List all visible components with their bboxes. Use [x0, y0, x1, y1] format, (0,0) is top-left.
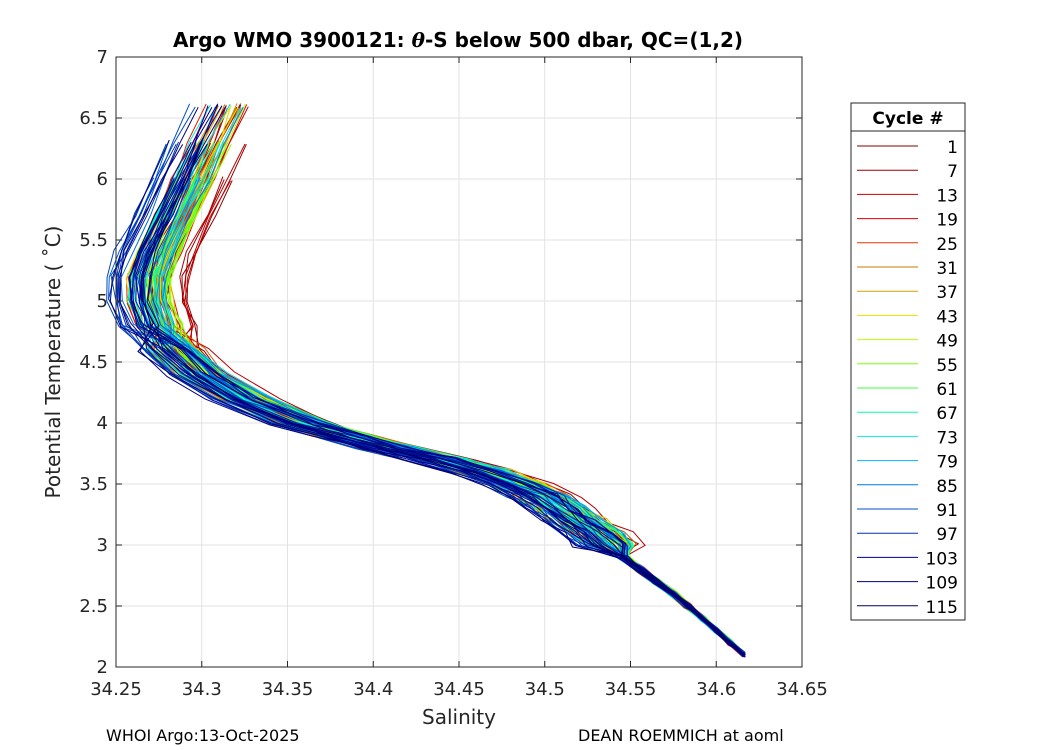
footer-right: DEAN ROEMMICH at aoml: [578, 726, 784, 745]
legend-label: 19: [936, 211, 958, 231]
y-tick-label: 6.5: [79, 108, 108, 129]
y-tick-label: 3: [97, 535, 108, 556]
legend-label: 7: [947, 162, 958, 182]
legend-label: 115: [926, 598, 958, 618]
legend-label: 91: [936, 501, 958, 521]
legend-label: 25: [936, 235, 958, 255]
legend-label: 43: [936, 307, 958, 327]
legend-label: 103: [926, 549, 958, 569]
plot-area: [106, 56, 803, 668]
legend-label: 67: [936, 404, 958, 424]
legend-entries: 1 7 13 19 25 31 37 43 49 55 61 67 73 79 85 91 97 103 109 11…: [857, 138, 958, 618]
legend-label: 73: [936, 428, 958, 448]
profile-line: [129, 179, 746, 656]
chart-title-prefix: Argo WMO 3900121:: [173, 28, 412, 52]
x-tick-label: 34.4: [353, 679, 393, 700]
legend: Cycle # 1 7 13 19 25 31 37 43 49 55 61 67 73 79 85 91 97…: [850, 102, 966, 621]
legend-title: Cycle #: [872, 109, 943, 129]
y-tick-label: 3.5: [79, 474, 108, 495]
chart-title-suffix: -S below 500 dbar, QC=(1,2): [425, 28, 743, 52]
y-tick-label: 5.5: [79, 230, 108, 251]
axis-ticks: [115, 56, 803, 668]
y-tick-label: 4: [97, 413, 108, 434]
x-tick-label: 34.65: [776, 679, 828, 700]
legend-label: 109: [926, 574, 958, 594]
series-lines: [106, 103, 746, 658]
y-axis-label: Potential Temperature ( ˚C): [41, 226, 65, 499]
y-tick-label: 5: [97, 291, 108, 312]
x-tick-label: 34.35: [262, 679, 314, 700]
legend-label: 79: [936, 453, 958, 473]
x-axis-label: Salinity: [422, 705, 496, 729]
y-tick-label: 2.5: [79, 596, 108, 617]
legend-label: 37: [936, 283, 958, 303]
legend-label: 49: [936, 332, 958, 352]
legend-label: 13: [936, 186, 958, 206]
footer-left: WHOI Argo:13-Oct-2025: [106, 726, 300, 745]
legend-label: 1: [947, 138, 958, 158]
x-tick-label: 34.25: [90, 679, 142, 700]
y-tick-label: 7: [97, 47, 108, 68]
legend-label: 97: [936, 525, 958, 545]
legend-label: 85: [936, 477, 958, 497]
x-tick-label: 34.3: [182, 679, 222, 700]
x-tick-label: 34.6: [696, 679, 736, 700]
x-tick-label: 34.5: [525, 679, 565, 700]
x-tick-label: 34.45: [433, 679, 485, 700]
y-tick-label: 2: [97, 657, 108, 678]
profile-line: [137, 106, 746, 656]
profile-line: [119, 106, 746, 655]
legend-label: 31: [936, 259, 958, 279]
legend-box: [850, 102, 966, 621]
y-tick-label: 4.5: [79, 352, 108, 373]
y-tick-label: 6: [97, 169, 108, 190]
chart-title-theta: θ: [412, 28, 426, 52]
legend-label: 55: [936, 356, 958, 376]
x-tick-label: 34.55: [605, 679, 657, 700]
chart-title: Argo WMO 3900121: θ-S below 500 dbar, QC…: [173, 28, 743, 52]
legend-label: 61: [936, 380, 958, 400]
